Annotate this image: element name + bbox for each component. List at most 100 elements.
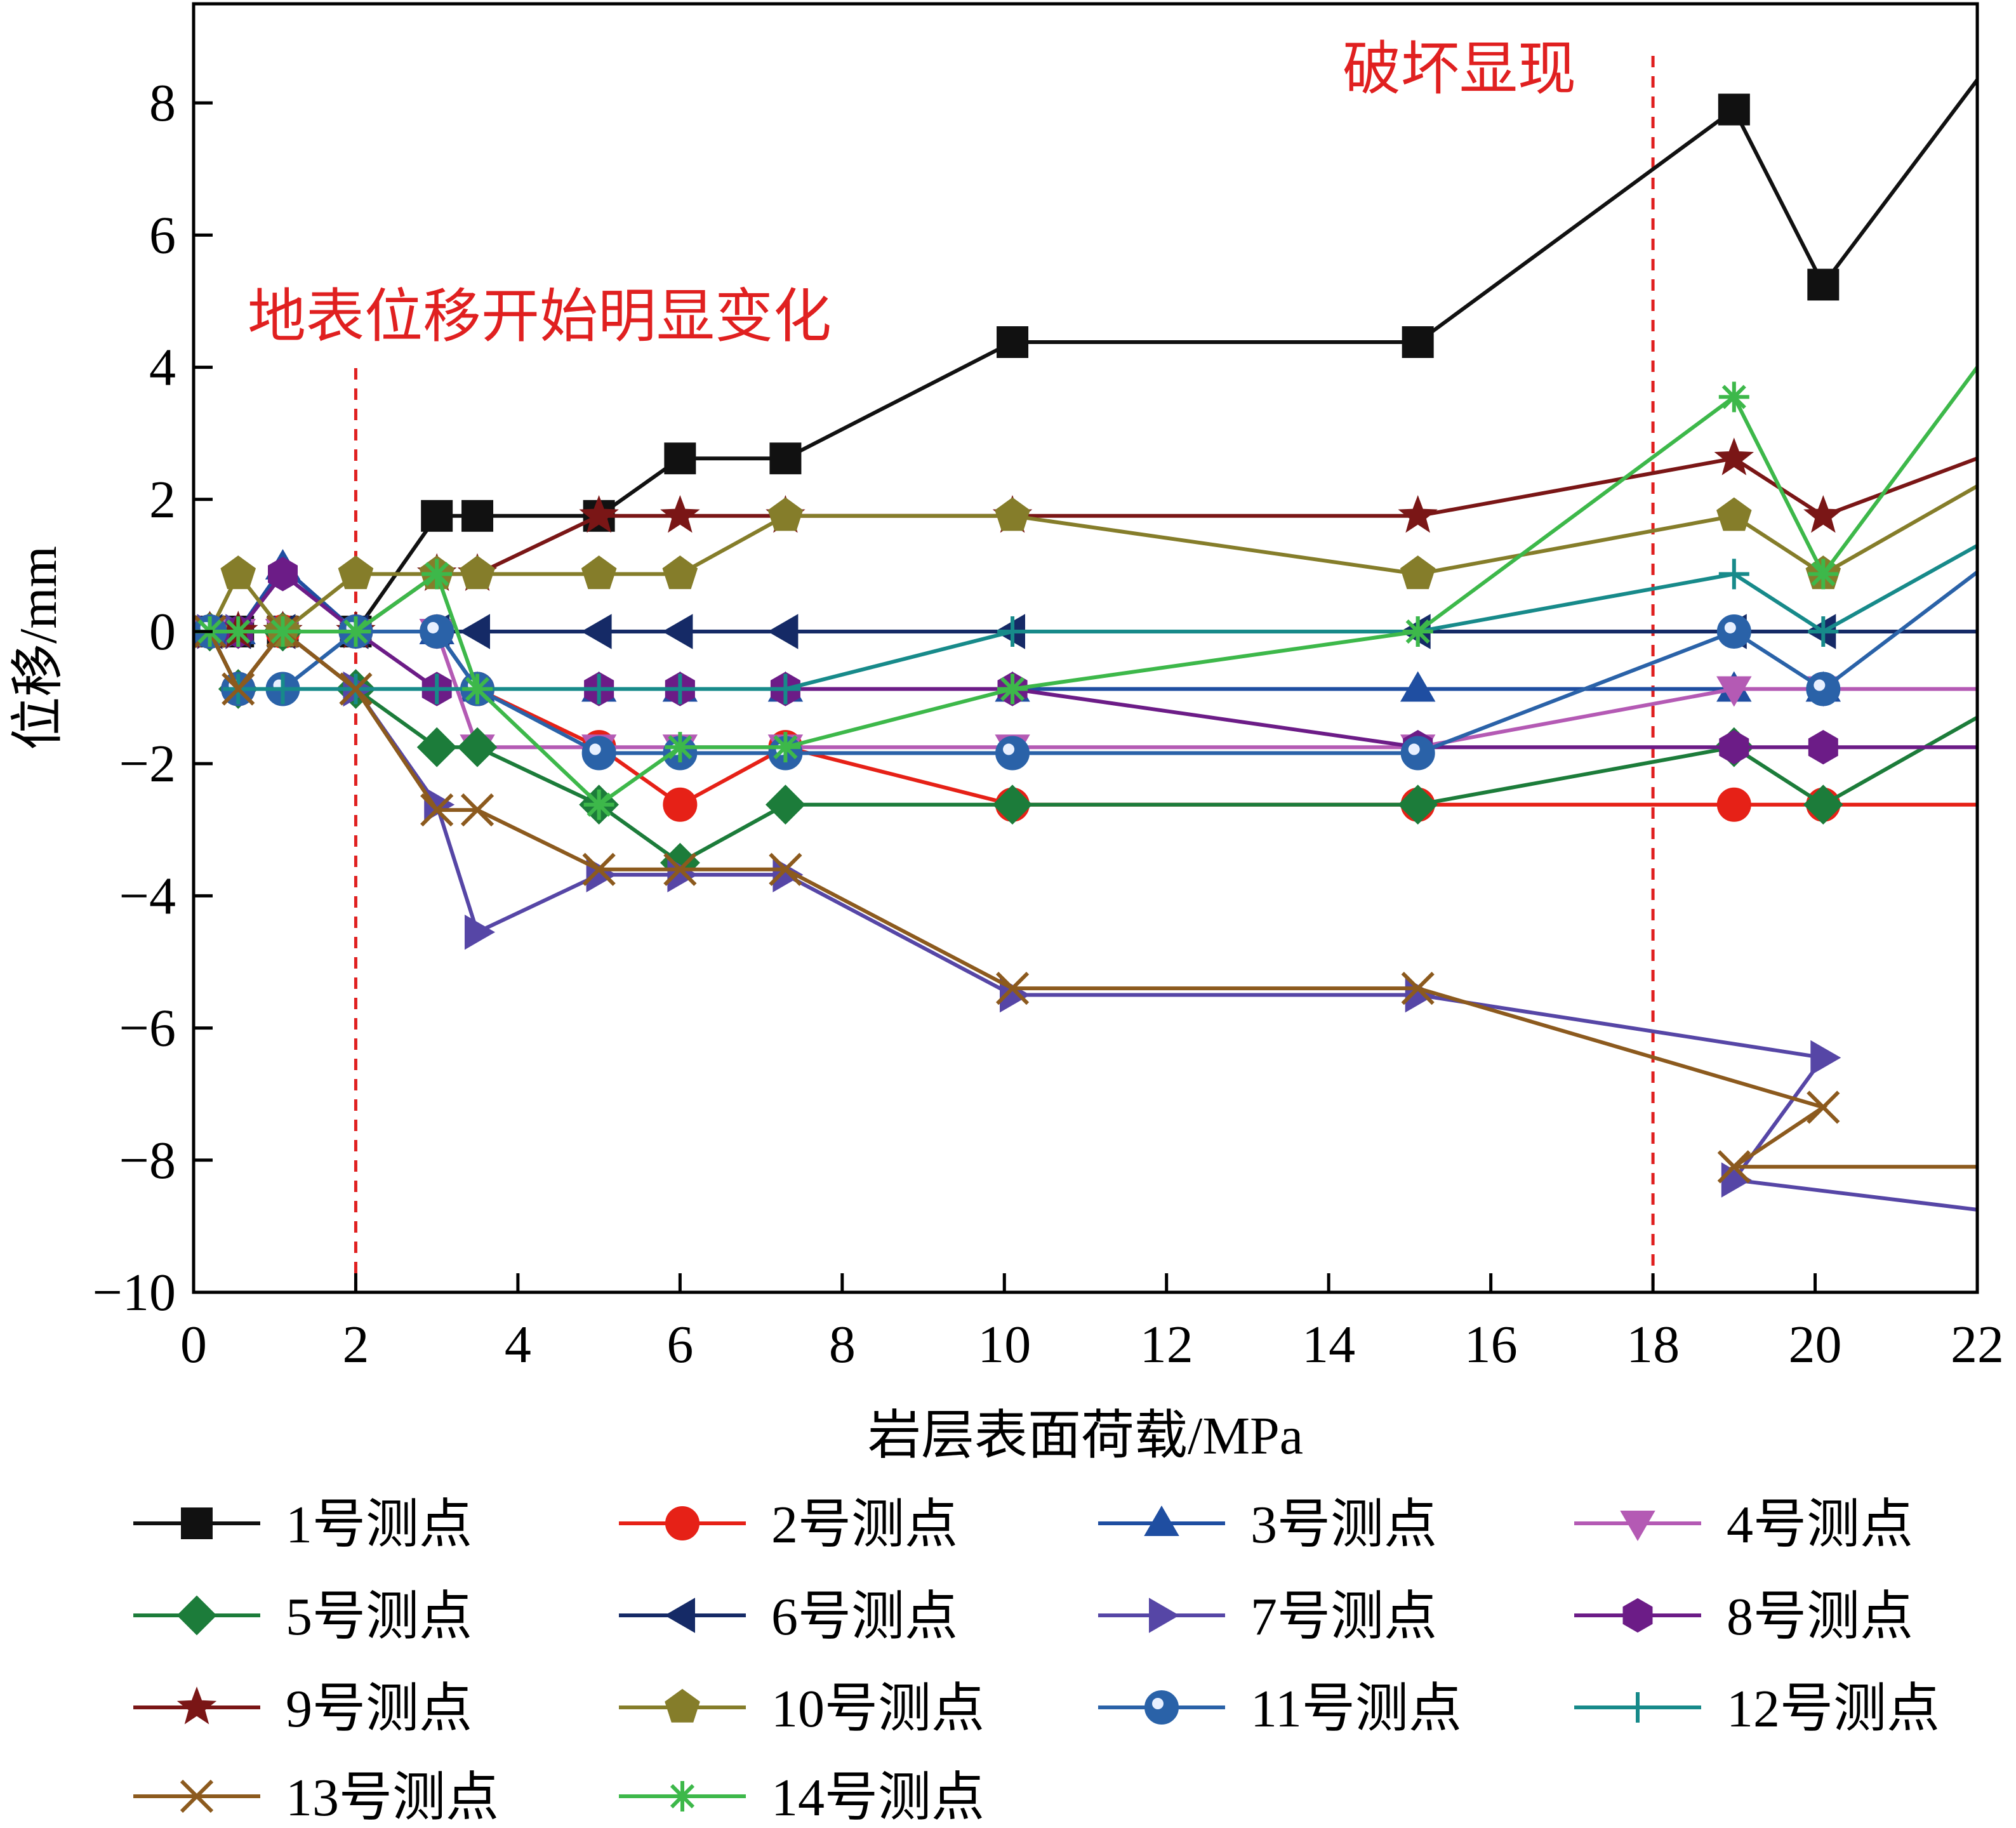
series-line <box>208 630 1977 807</box>
legend-label: 14号测点 <box>771 1768 985 1827</box>
data-point <box>340 616 371 647</box>
data-point <box>462 673 493 705</box>
data-point <box>1401 972 1435 1005</box>
data-point <box>995 972 1030 1005</box>
data-point <box>1402 616 1433 647</box>
annotation-failure: 破坏显现 <box>1343 37 1576 102</box>
data-point <box>765 785 806 825</box>
data-point <box>662 555 698 590</box>
data-point <box>1718 381 1749 413</box>
series-9 <box>194 437 1977 649</box>
annotation-lines <box>354 56 1655 1292</box>
data-point <box>1714 437 1754 475</box>
data-point <box>583 789 614 820</box>
legend-marker <box>665 1598 695 1633</box>
x-tick-label: 8 <box>829 1315 856 1374</box>
y-tick-label: −10 <box>93 1263 176 1322</box>
data-point <box>1716 614 1751 649</box>
legend-marker <box>1144 1690 1179 1725</box>
legend-label: 7号测点 <box>1250 1587 1437 1646</box>
legend-item: 11号测点 <box>1098 1679 1462 1739</box>
data-point <box>220 555 256 590</box>
data-point <box>997 673 1028 705</box>
data-point <box>460 793 494 827</box>
legend-label: 1号测点 <box>286 1495 472 1554</box>
data-point <box>769 852 802 886</box>
data-point <box>222 672 255 706</box>
data-point <box>416 727 457 767</box>
data-point <box>421 673 453 705</box>
data-point <box>1717 1150 1751 1184</box>
x-tick-label: 22 <box>1951 1315 2004 1374</box>
x-tick-label: 10 <box>978 1315 1031 1374</box>
data-point <box>267 673 298 705</box>
y-tick-label: 8 <box>149 74 176 133</box>
data-point <box>1808 730 1838 765</box>
data-point <box>223 616 254 647</box>
data-point <box>1808 559 1839 590</box>
legend-item: 9号测点 <box>133 1679 472 1739</box>
data-point <box>267 616 298 647</box>
data-point <box>421 559 453 590</box>
data-point <box>338 555 374 590</box>
legend-marker <box>665 1688 700 1723</box>
series-11 <box>194 570 1977 771</box>
data-point <box>770 673 801 705</box>
x-tick-label: 2 <box>342 1315 369 1374</box>
data-point <box>664 442 696 475</box>
legend-item: 6号测点 <box>619 1587 958 1646</box>
data-point <box>995 736 1030 771</box>
axes <box>192 2 1979 1294</box>
data-point <box>581 736 616 771</box>
data-point <box>579 494 619 533</box>
series-line <box>208 570 1977 755</box>
series-line <box>209 456 1977 633</box>
legend-item: 1号测点 <box>133 1495 472 1554</box>
data-point <box>1716 676 1752 707</box>
y-tick-label: −4 <box>119 866 176 925</box>
series-14 <box>194 366 1977 820</box>
tick-marks: 0 2 4 6 8 10 12 14 16 18 20 22 −10 −8 −6 −4 −2 0 2 4 6 8 <box>93 74 2004 1374</box>
data-point <box>1803 494 1843 533</box>
data-point <box>461 500 494 532</box>
x-tick-label: 14 <box>1302 1315 1355 1374</box>
data-point <box>1807 268 1840 301</box>
data-point <box>1398 785 1438 825</box>
series-line <box>209 571 1977 750</box>
x-tick-label: 12 <box>1140 1315 1193 1374</box>
legend-marker <box>176 1686 217 1725</box>
legend-marker <box>667 1781 698 1811</box>
data-point <box>1400 555 1436 590</box>
data-point <box>1808 616 1839 647</box>
legend-label: 3号测点 <box>1250 1495 1437 1554</box>
data-point <box>663 787 698 822</box>
series-10 <box>194 484 1977 647</box>
legend-marker <box>665 1506 700 1540</box>
legend-item: 8号测点 <box>1574 1587 1913 1646</box>
legend-label: 5号测点 <box>286 1587 472 1646</box>
data-point <box>1718 93 1750 126</box>
legend-marker <box>1620 1511 1655 1541</box>
x-tick-label: 18 <box>1626 1315 1680 1374</box>
legend-item: 13号测点 <box>133 1768 499 1827</box>
series-1 <box>194 78 1977 647</box>
legend-label: 9号测点 <box>286 1679 472 1739</box>
x-tick-label: 0 <box>180 1315 207 1374</box>
data-point <box>465 914 496 950</box>
data-point <box>663 852 697 886</box>
x-tick-label: 4 <box>505 1315 531 1374</box>
legend-item: 14号测点 <box>619 1768 985 1827</box>
legend-label: 4号测点 <box>1727 1495 1913 1554</box>
legend-item: 7号测点 <box>1098 1587 1437 1646</box>
legend-marker <box>176 1595 217 1636</box>
data-point <box>583 673 614 705</box>
y-tick-label: −2 <box>119 734 176 793</box>
legend-label: 11号测点 <box>1250 1679 1462 1739</box>
legend-marker <box>181 1507 213 1539</box>
y-tick-label: −6 <box>119 999 176 1058</box>
legend-label: 6号测点 <box>771 1587 958 1646</box>
series-7 <box>197 614 1977 1212</box>
data-point <box>1806 672 1841 706</box>
data-point <box>1716 787 1751 822</box>
